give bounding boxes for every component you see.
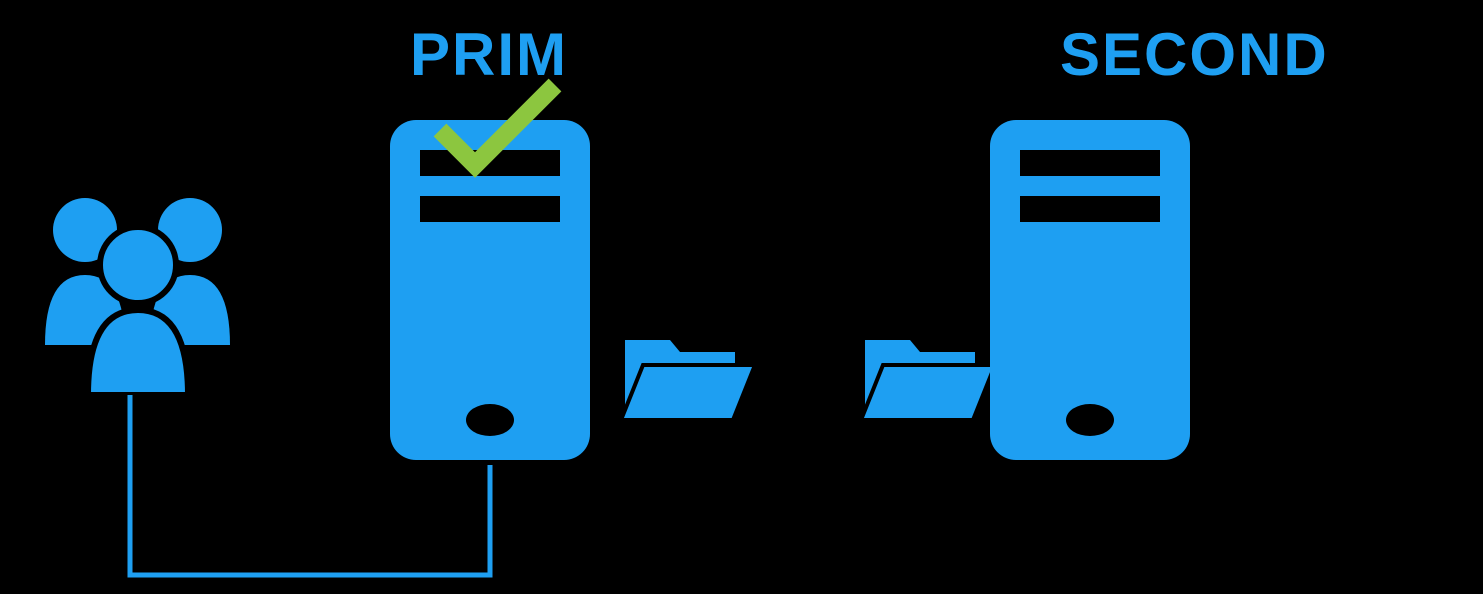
folder-right-icon (861, 340, 995, 420)
diagram-svg (0, 0, 1483, 594)
folder-left-icon (621, 340, 755, 420)
server-primary-icon (390, 120, 590, 460)
diagram-container: PRIM SECOND (0, 0, 1483, 594)
server-secondary-icon (990, 120, 1190, 460)
users-icon (45, 198, 230, 395)
equals-symbol: = (792, 305, 845, 408)
